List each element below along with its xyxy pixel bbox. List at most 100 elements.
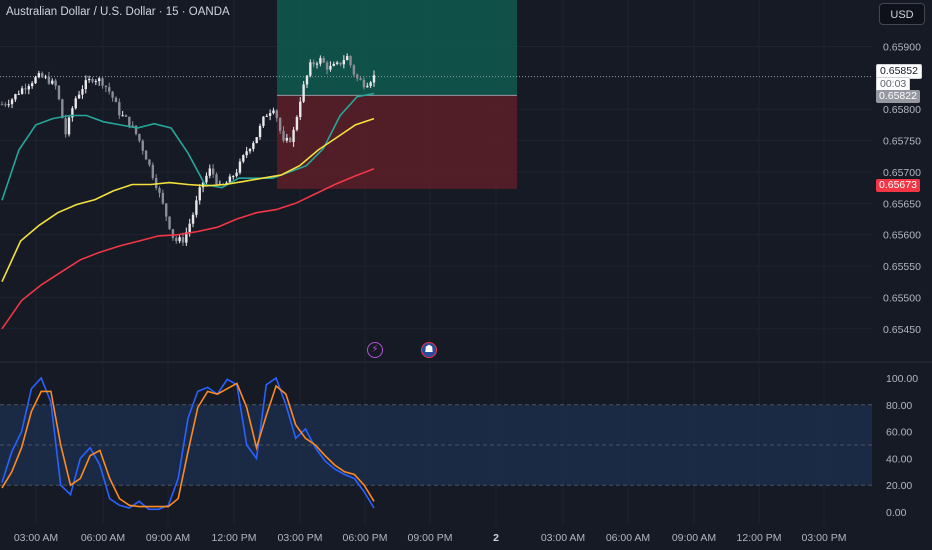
candle-body [252,143,255,149]
candle-body [362,79,366,88]
candle-body [37,73,41,78]
candle-body [208,168,211,176]
x-tick-label: 03:00 AM [14,532,58,544]
entry-price-tag: 0.65822 [876,90,920,103]
candle-body [14,94,17,100]
candle-body [84,80,87,90]
y-tick-label: 0.65650 [883,198,921,210]
candle-body [315,63,319,65]
candle-body [319,58,322,64]
x-tick-label: 06:00 AM [606,532,650,544]
profit-zone [277,0,517,96]
candle-body [7,104,10,106]
x-tick-label: 03:00 PM [802,532,847,544]
y-tick-label: 0.65800 [883,104,921,116]
us-flag-icon[interactable]: ☗ [421,342,437,358]
candle-body [278,118,282,131]
candle-body [151,164,155,178]
candle-body [272,110,275,114]
stoch-y-tick-label: 80.00 [886,400,912,412]
loss-zone [277,95,517,189]
candle-body [335,62,339,64]
candle-body [124,115,128,117]
candle-body [101,78,104,86]
candle-body [238,161,242,173]
candle-body [322,58,325,63]
candle-body [148,159,151,165]
candle-body [258,125,262,138]
ema-line [1,92,375,201]
stochastic-pane [0,376,872,511]
candle-body [292,129,295,143]
stoch-line [1,382,375,508]
candle-body [10,99,14,105]
candle-body [64,118,67,135]
y-tick-label: 0.65700 [883,167,921,179]
candle-body [268,113,272,116]
candle-body [302,84,305,102]
y-tick-label: 0.65600 [883,230,921,242]
candle-body [366,85,369,88]
candle-body [94,81,98,83]
x-tick-label: 09:00 PM [408,532,453,544]
axes: 0.65900 0.65800 0.65750 0.65700 0.65650 0.656… [14,42,921,545]
x-tick-label: 12:00 PM [737,532,782,544]
lightning-icon[interactable]: ⚡ [367,342,383,358]
candle-body [255,137,258,144]
candle-body [282,130,285,141]
stoch-line [1,376,375,511]
candle-body [185,232,188,243]
candle-body [178,237,181,242]
candle-body [154,177,158,188]
candle-body [57,85,61,100]
candle-body [285,137,289,141]
candle-body [108,87,111,92]
candle-body [211,168,215,175]
candle-body [54,80,57,86]
candle-body [30,83,34,87]
candle-body [4,104,7,106]
ema-line [1,168,375,330]
candle-body [289,137,292,143]
candle-body [309,62,312,76]
x-tick-label: 09:00 AM [672,532,716,544]
candle-body [141,140,144,151]
candle-body [352,65,356,75]
candle-body [138,133,141,141]
candle-body [27,86,31,90]
currency-button[interactable]: USD [879,3,925,25]
y-tick-label: 0.65900 [883,42,921,54]
candle-body [332,63,335,66]
candle-body [104,85,108,88]
candle-body [325,62,329,70]
candle-body [175,237,178,242]
candle-body [47,76,51,84]
x-tick-label: 03:00 AM [541,532,585,544]
candle-body [228,176,232,183]
ema-line [1,117,375,283]
candle-body [342,60,346,65]
candle-body [349,56,352,66]
candle-body [171,229,175,238]
candle-body [24,88,27,90]
candle-body [205,175,208,183]
candle-body [111,91,114,98]
candle-body [67,117,71,135]
y-tick-label: 0.65450 [883,324,921,336]
candle-body [225,182,228,184]
candle-body [44,76,47,78]
candle-body [329,65,332,70]
candle-body [114,97,118,103]
candle-body [265,115,268,117]
moving-averages [1,92,375,330]
candle-body [165,203,168,217]
candle-body [188,223,191,233]
candle-body [134,125,138,134]
candle-body [144,150,148,160]
candle-body [121,115,124,117]
stoch-y-tick-label: 20.00 [886,480,912,492]
candle-body [248,148,252,152]
candle-body [359,78,362,80]
